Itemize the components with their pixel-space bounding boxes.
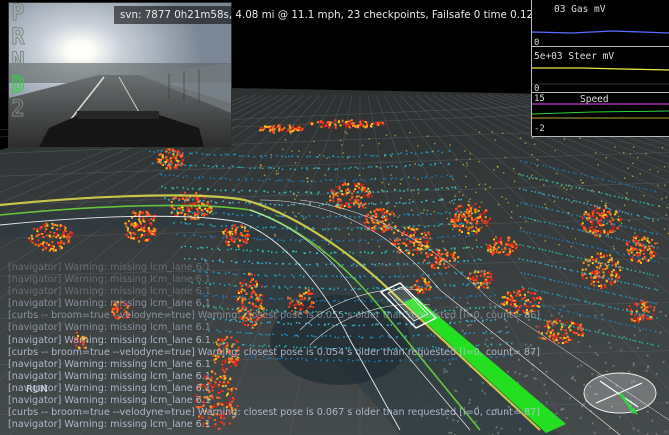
vehicle-marker xyxy=(379,282,438,329)
log-line: [navigator] Warning: missing lcm_lane 6.… xyxy=(8,419,211,431)
log-line: [navigator] Warning: missing lcm_lane 6.… xyxy=(8,286,211,298)
log-line: [navigator] Warning: missing lcm_lane 6.… xyxy=(8,274,211,286)
log-line: [navigator] Warning: missing lcm_lane 6.… xyxy=(8,298,211,310)
status-bar: svn: 7877 0h21m58s, 4.08 mi @ 11.1 mph, … xyxy=(114,6,560,24)
gas-graph-title: 03 Gas mV xyxy=(554,4,606,15)
point-cloud xyxy=(28,119,669,435)
planned-path xyxy=(404,297,566,433)
steer-graph: 5e+03 Steer mV 0 xyxy=(532,46,669,94)
run-label: RUN xyxy=(26,384,48,395)
gear-indicator: P R N D 2 xyxy=(6,1,30,122)
telemetry-graphs: 03 Gas mV 0 5e+03 Steer mV 0 15 Speed -2 xyxy=(531,0,669,137)
camera-feed xyxy=(8,2,232,148)
log-line: [navigator] Warning: missing lcm_lane 6.… xyxy=(8,322,211,334)
log-line: [navigator] Warning: missing lcm_lane 6.… xyxy=(8,395,211,407)
log-line: [curbs -- broom=true --velodyne=true] Wa… xyxy=(8,407,540,419)
gas-graph: 03 Gas mV 0 xyxy=(532,0,669,48)
steer-graph-title: 5e+03 Steer mV xyxy=(534,51,615,62)
log-line: [navigator] Warning: missing lcm_lane 6.… xyxy=(8,382,211,394)
log-line: [navigator] Warning: missing lcm_lane 6.… xyxy=(8,370,211,382)
log-line: [curbs -- broom=true --velodyne=true] Wa… xyxy=(8,310,540,322)
log-line: [navigator] Warning: missing lcm_lane 6.… xyxy=(8,358,211,370)
log-line: [navigator] Warning: missing lcm_lane 6.… xyxy=(8,334,211,346)
speed-graph: 15 Speed -2 xyxy=(532,92,669,137)
speed-graph-axis: -2 xyxy=(534,124,545,134)
gear-2: 2 xyxy=(11,97,25,122)
speed-graph-title: Speed xyxy=(580,94,609,105)
gear-p: P xyxy=(11,1,25,26)
gear-n: N xyxy=(11,49,25,74)
speed-graph-prefix: 15 xyxy=(534,94,545,104)
lane-lines xyxy=(0,194,669,435)
steer-graph-axis: 0 xyxy=(534,84,540,94)
log-line: [navigator] Warning: missing lcm_lane 6.… xyxy=(8,262,211,273)
log-line: [curbs -- broom=true --velodyne=true] Wa… xyxy=(8,346,540,358)
log-console: [navigator] Warning: missing lcm_lane 6.… xyxy=(8,262,568,431)
gear-r: R xyxy=(11,25,25,50)
gear-d: D xyxy=(11,73,25,98)
compass-icon xyxy=(583,372,657,415)
gas-graph-axis: 0 xyxy=(534,38,540,48)
